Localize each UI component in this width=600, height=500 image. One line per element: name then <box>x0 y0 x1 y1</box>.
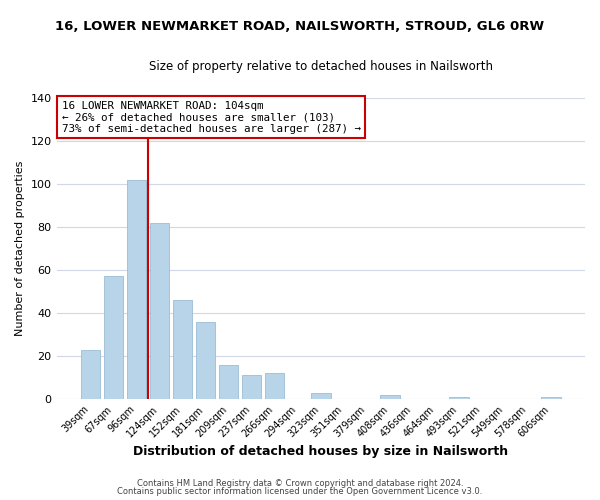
Text: 16 LOWER NEWMARKET ROAD: 104sqm
← 26% of detached houses are smaller (103)
73% o: 16 LOWER NEWMARKET ROAD: 104sqm ← 26% of… <box>62 101 361 134</box>
Bar <box>219 364 238 399</box>
Bar <box>149 222 169 399</box>
Bar <box>127 180 146 399</box>
X-axis label: Distribution of detached houses by size in Nailsworth: Distribution of detached houses by size … <box>133 444 508 458</box>
Bar <box>242 376 262 399</box>
Bar <box>196 322 215 399</box>
Bar <box>80 350 100 399</box>
Bar <box>265 374 284 399</box>
Bar <box>449 397 469 399</box>
Bar <box>104 276 123 399</box>
Y-axis label: Number of detached properties: Number of detached properties <box>15 161 25 336</box>
Text: Contains HM Land Registry data © Crown copyright and database right 2024.: Contains HM Land Registry data © Crown c… <box>137 478 463 488</box>
Bar <box>311 392 331 399</box>
Bar <box>541 397 561 399</box>
Title: Size of property relative to detached houses in Nailsworth: Size of property relative to detached ho… <box>149 60 493 73</box>
Bar <box>380 395 400 399</box>
Bar <box>173 300 193 399</box>
Text: Contains public sector information licensed under the Open Government Licence v3: Contains public sector information licen… <box>118 487 482 496</box>
Text: 16, LOWER NEWMARKET ROAD, NAILSWORTH, STROUD, GL6 0RW: 16, LOWER NEWMARKET ROAD, NAILSWORTH, ST… <box>55 20 545 33</box>
